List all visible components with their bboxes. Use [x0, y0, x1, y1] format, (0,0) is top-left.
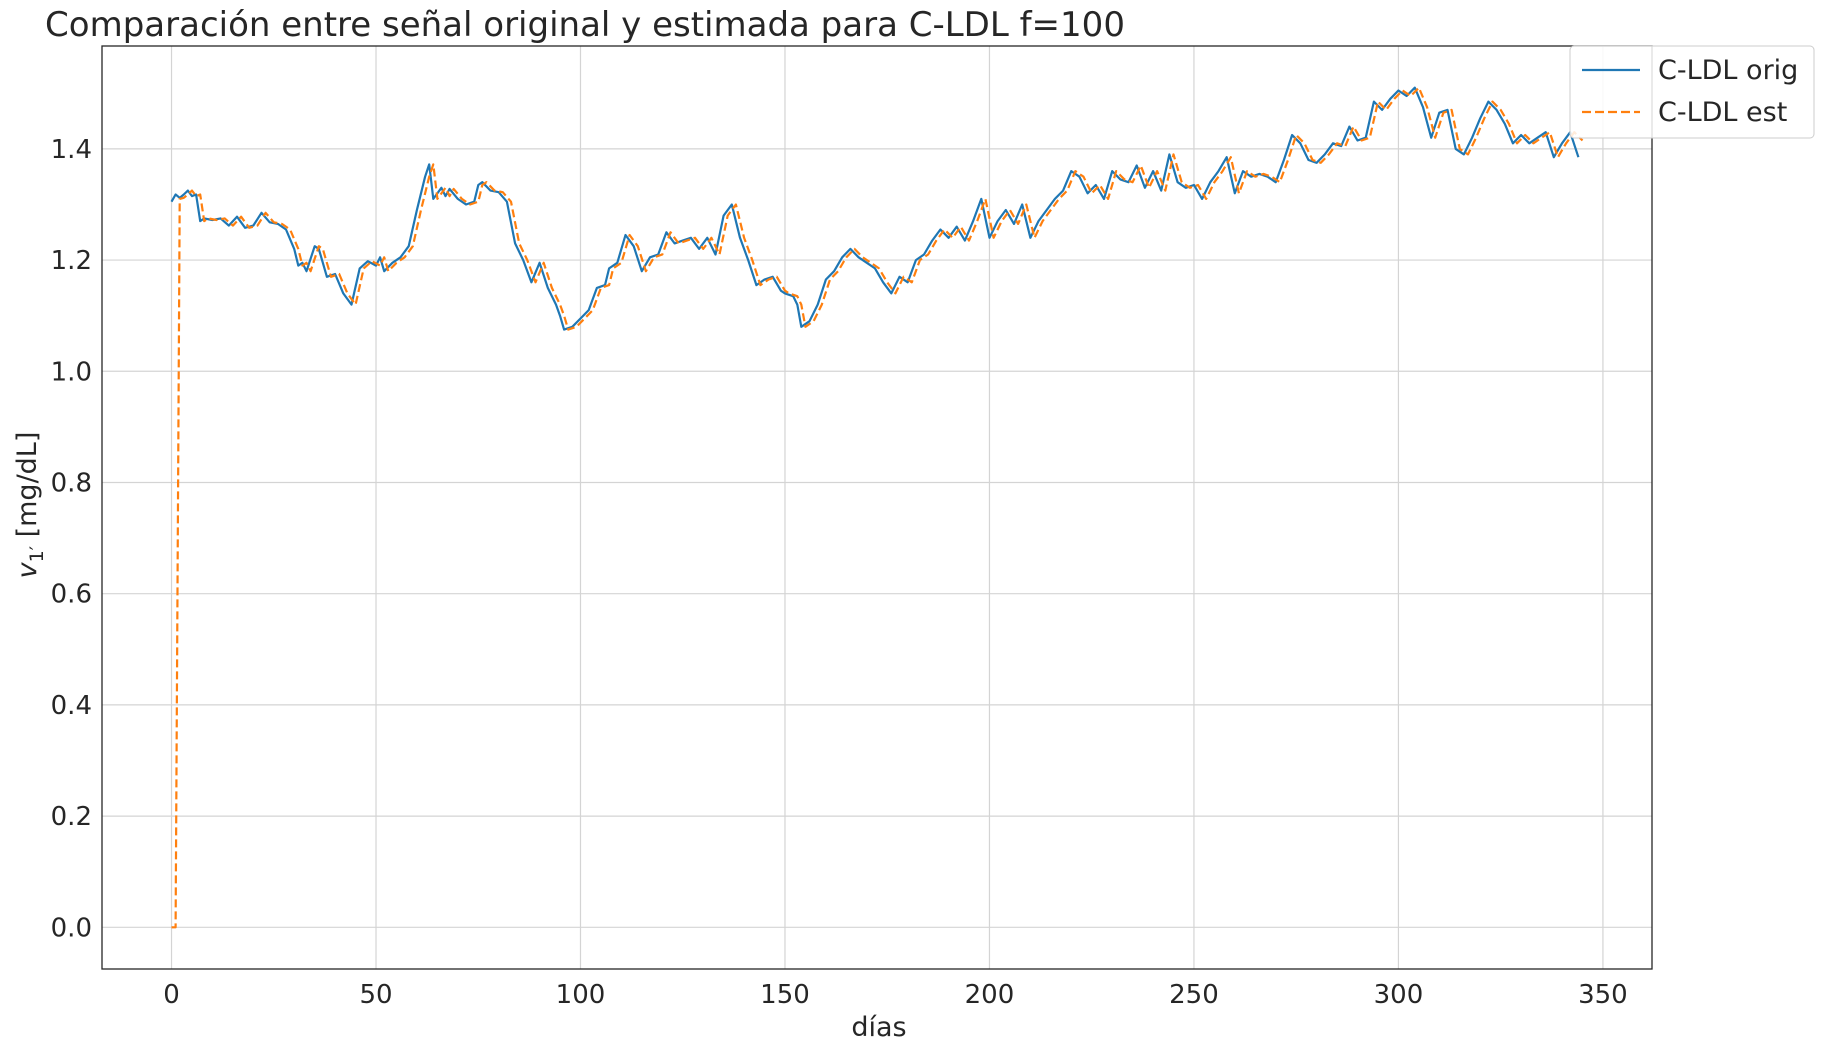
y-axis-label-unit: [mg/dL] [12, 432, 43, 546]
series-line-est [171, 86, 1584, 929]
y-tick-label: 1.2 [51, 246, 92, 276]
y-tick-label: 1.4 [51, 135, 92, 165]
y-tick-label: 1.0 [51, 357, 92, 387]
y-tick-label: 0.6 [51, 580, 92, 610]
y-tick-label: 0.0 [51, 913, 92, 943]
series-layer [170, 86, 1584, 929]
grid-lines [102, 46, 1652, 969]
x-tick-label: 50 [359, 980, 392, 1010]
x-tick-label: 100 [556, 980, 606, 1010]
y-tick-label: 0.4 [51, 691, 92, 721]
x-axis-label: días [851, 1012, 906, 1043]
y-tick-label: 0.2 [51, 802, 92, 832]
x-tick-label: 200 [965, 980, 1015, 1010]
x-tick-label: 250 [1169, 980, 1219, 1010]
legend-label-orig: C-LDL orig [1658, 55, 1798, 86]
legend-label-est: C-LDL est [1658, 97, 1787, 128]
x-tick-label: 300 [1374, 980, 1424, 1010]
y-axis-ticks: 0.0 0.2 0.4 0.6 0.8 1.0 1.2 1.4 [51, 135, 92, 943]
y-axis-label-main: v [12, 561, 43, 578]
x-tick-label: 350 [1578, 980, 1628, 1010]
legend: C-LDL orig C-LDL est [1569, 45, 1815, 139]
y-axis-label: v1′ [mg/dL] [12, 432, 48, 579]
y-axis-label-sub: 1′ [26, 546, 48, 562]
x-axis-ticks: 0 50 100 150 200 250 300 350 [163, 980, 1627, 1010]
series-line-orig [170, 86, 1580, 331]
plot-area [101, 45, 1653, 970]
x-tick-label: 150 [760, 980, 810, 1010]
y-tick-label: 0.8 [51, 468, 92, 498]
x-tick-label: 0 [163, 980, 180, 1010]
chart-title: Comparación entre señal original y estim… [45, 5, 1125, 45]
